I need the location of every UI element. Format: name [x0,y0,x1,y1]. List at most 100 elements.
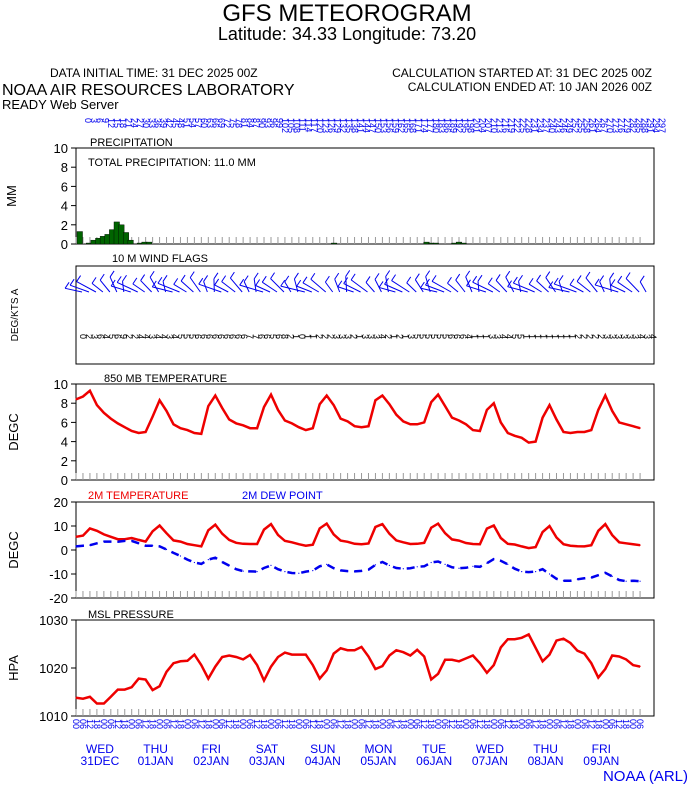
wind-dir-label: 1 [303,334,313,339]
t2m-point [214,523,216,526]
wind-barb-flag [466,279,471,287]
top-hour-label: 90 [257,118,267,128]
wind-barb [610,284,626,293]
mslp-line [75,632,641,705]
mslp-point [625,658,627,660]
t2m-ylabel: DEGC [6,531,21,569]
y-tick-label: 0 [61,543,68,558]
calc-ended: CALCULATION ENDED AT: 10 JAN 2026 00Z [407,80,652,94]
wind-barb-flag [617,275,623,283]
top-hour-label: 60 [199,118,209,128]
top-hour-label: 159 [390,118,400,133]
top-hour-label: 15 [112,118,122,128]
mslp-point [353,649,356,651]
wind-dir-label: 1 [556,334,566,339]
precip-bar [127,239,134,245]
wind-barb-flag [553,277,559,285]
bottom-hour-label: 06 [357,719,367,729]
t2m-point [353,543,356,545]
wind-barb-flag [455,273,461,281]
wind-dir-label: 6 [210,334,220,339]
wind-dir-label: 1 [475,334,485,339]
day-of-week-label: MON [364,742,392,756]
wind-dir-label: 4 [464,334,474,339]
dewpoint-point [479,566,481,568]
mslp-point [312,664,314,666]
wind-dir-label: 8 [280,334,290,339]
wind-barb-flag [639,275,645,283]
top-hour-label: 108 [292,118,302,133]
wind-barb [420,287,438,293]
top-hour-label: 231 [529,118,539,133]
t2m-point [618,541,620,543]
bottom-hour-label: 18 [231,719,241,729]
top-hour-label: 270 [605,118,615,133]
t850-point [305,429,307,431]
t850-point [514,435,516,437]
wind-barb-flag [465,270,471,278]
wind-dir-label: 5 [441,334,451,339]
top-hour-label: 99 [274,118,284,128]
wind-barb-flag [406,276,412,284]
wind-dir-label: 6 [274,334,284,339]
wind-dir-label: 5 [182,334,192,339]
day-of-week-label: THU [533,742,558,756]
mslp-point [249,654,251,656]
mslp-point [131,686,133,688]
bottom-hour-label: 00 [489,719,499,729]
top-hour-label: 51 [182,118,192,128]
wind-barb-flag [122,274,127,282]
t850-point [381,394,384,397]
wind-barb [374,279,382,293]
precip-ticks [75,237,641,244]
t850-point [346,420,349,423]
wind-dir-label: 1 [539,334,549,339]
wind-dir-label: 6 [458,334,468,339]
dewpoint-point [618,579,620,581]
bottom-hour-label: 00 [461,719,471,729]
wind-barb [214,284,229,293]
wind-dir-label: 6 [222,334,232,339]
t2m-point [521,545,523,548]
wind-barb [109,276,118,293]
wind-dir-label: 2 [84,334,94,339]
mslp-point [423,655,425,658]
mslp-point [179,660,182,662]
bottom-hour-label: 06 [273,719,283,729]
mslp-point [340,647,342,649]
dewpoint-point [242,570,244,572]
t850-point [367,425,370,427]
date-label: 08JAN [528,754,564,768]
dewpoint-point [228,565,230,567]
wind-barb-flag [203,275,209,282]
wind-barb-flag [350,273,356,281]
wind-barb-flag [414,273,420,280]
y-tick-label: 20 [54,495,68,510]
top-hour-label: 93 [263,118,273,128]
wind-barb [149,277,160,293]
t2m-point [507,543,509,545]
wind-dir-label: 4 [153,334,163,339]
dewpoint-point [583,577,585,579]
t850-point [117,422,119,424]
wind-barb [229,277,243,293]
wind-barb-flag [507,280,513,287]
top-hour-label: 63 [205,118,215,128]
top-hour-label: 9 [100,118,110,123]
top-hour-label: 228 [524,118,534,133]
bottom-hour-label: 18 [538,719,548,729]
wind-dir-label: 6 [256,334,266,339]
top-hour-label: 30 [141,118,151,128]
t850-point [319,403,321,405]
wind-dir-label: 1 [400,334,410,339]
bottom-hour-label: 00 [238,719,248,729]
wind-barb-flag [374,273,380,280]
t850-point [486,409,488,411]
wind-barb [180,280,194,293]
wind-dir-label: 3 [493,334,503,339]
top-hour-label: 114 [303,118,313,132]
top-hour-label: 84 [245,118,255,128]
t850-point [416,423,418,425]
t850-point [569,432,572,434]
top-hour-label: 297 [657,118,667,133]
